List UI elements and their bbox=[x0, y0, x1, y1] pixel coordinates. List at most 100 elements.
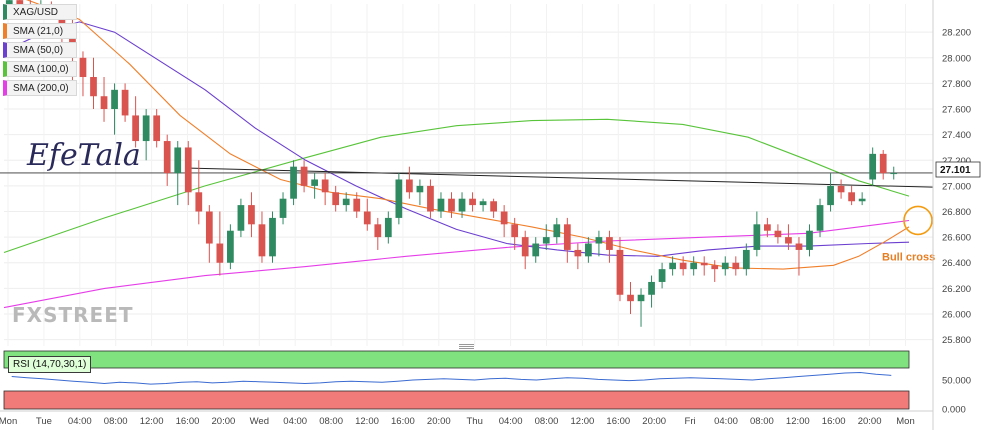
candle-body bbox=[290, 166, 297, 199]
candle-body bbox=[395, 179, 403, 218]
candle-body bbox=[79, 57, 87, 78]
candle-body bbox=[142, 115, 150, 142]
x-tick-label: 20:00 bbox=[427, 416, 451, 427]
legend-sma50[interactable]: SMA (50,0) bbox=[3, 42, 77, 58]
candle-body bbox=[511, 224, 519, 238]
time-axis: Mon Tue 04:00 08:00 12:00 16:00 20:00 Wed 04:00 0… bbox=[0, 410, 933, 427]
candle-body bbox=[606, 237, 613, 250]
sma200-line bbox=[3, 219, 910, 309]
bull-cross-circle bbox=[903, 205, 933, 236]
candle-body bbox=[300, 166, 308, 186]
y-tick-label: 28.200 bbox=[942, 28, 971, 39]
candle-body bbox=[163, 141, 171, 174]
candle-body bbox=[479, 201, 487, 206]
candle-body bbox=[184, 147, 192, 193]
x-tick-label: 20:00 bbox=[858, 416, 882, 427]
candlestick-series bbox=[5, 0, 898, 327]
candle-body bbox=[742, 249, 750, 270]
candle-body bbox=[469, 198, 476, 206]
candle-body bbox=[879, 153, 887, 174]
candle-body bbox=[100, 96, 108, 110]
x-tick-label: 16:00 bbox=[391, 416, 415, 427]
y-tick-label: 27.400 bbox=[942, 130, 971, 141]
candle-body bbox=[58, 9, 66, 33]
y-tick-label: 26.400 bbox=[942, 258, 971, 269]
y-tick-label: 25.800 bbox=[942, 335, 971, 346]
candle-body bbox=[637, 294, 645, 302]
candle-body bbox=[121, 89, 129, 116]
y-tick-label: 26.600 bbox=[942, 233, 971, 244]
candle-body bbox=[574, 249, 582, 257]
watermark-logo-efetala: EfeTala bbox=[27, 138, 141, 173]
candle-body bbox=[669, 262, 676, 270]
candle-body bbox=[384, 217, 392, 238]
candle-body bbox=[448, 198, 455, 212]
bull-cross-label: Bull cross bbox=[882, 251, 935, 263]
candle-body bbox=[458, 198, 466, 212]
candle-body bbox=[311, 179, 318, 186]
candle-body bbox=[563, 224, 571, 250]
x-tick-label: 20:00 bbox=[642, 416, 666, 427]
legend-sma200[interactable]: SMA (200,0) bbox=[3, 80, 77, 96]
x-tick-label: 04:00 bbox=[714, 416, 738, 427]
x-tick-label: 04:00 bbox=[68, 416, 92, 427]
x-tick-label: 08:00 bbox=[535, 416, 559, 427]
legend-sma100[interactable]: SMA (100,0) bbox=[3, 61, 77, 77]
indicator-legend: XAG/USD SMA (21,0) SMA (50,0) SMA (100,0… bbox=[3, 4, 77, 99]
x-tick-label: 20:00 bbox=[212, 416, 236, 427]
candle-body bbox=[406, 179, 413, 193]
candle-body bbox=[437, 198, 445, 212]
legend-symbol[interactable]: XAG/USD bbox=[3, 4, 77, 20]
y-tick-label: 27.200 bbox=[942, 156, 971, 167]
candle-body bbox=[732, 262, 740, 270]
x-tick-label: 12:00 bbox=[786, 416, 810, 427]
y-tick-label: 26.800 bbox=[942, 207, 971, 218]
x-tick-label: 08:00 bbox=[104, 416, 128, 427]
y-tick-label: 26.200 bbox=[942, 284, 971, 295]
candle-body bbox=[416, 185, 424, 193]
candle-body bbox=[585, 243, 592, 257]
y-tick-label: 26.000 bbox=[942, 309, 971, 320]
annotation-group: Bull cross bbox=[882, 205, 935, 263]
candle-body bbox=[227, 230, 234, 263]
x-tick-label: 08:00 bbox=[319, 416, 343, 427]
x-tick-label: 08:00 bbox=[750, 416, 774, 427]
candle-body bbox=[216, 243, 224, 263]
candle-body bbox=[785, 237, 792, 244]
x-tick-label: Mon bbox=[896, 416, 914, 427]
candle-body bbox=[132, 115, 139, 142]
legend-sma21[interactable]: SMA (21,0) bbox=[3, 23, 77, 39]
x-tick-label: 12:00 bbox=[571, 416, 595, 427]
candle-body bbox=[848, 192, 855, 202]
rsi-label[interactable]: RSI (14,70,30,1) bbox=[8, 356, 92, 373]
moving-average-lines bbox=[3, 0, 910, 309]
pane-resize-handle[interactable] bbox=[459, 344, 474, 350]
gridlines bbox=[4, 4, 933, 346]
candle-body bbox=[237, 205, 245, 231]
x-tick-label: 16:00 bbox=[606, 416, 630, 427]
candle-body bbox=[153, 115, 161, 142]
y-tick-label: 27.600 bbox=[942, 105, 971, 116]
candle-body bbox=[374, 224, 382, 238]
x-tick-label: Mon bbox=[0, 416, 17, 427]
price-axis: 28.200 28.000 27.800 27.600 27.400 27.200 27.0… bbox=[932, 0, 971, 430]
x-tick-label: Thu bbox=[467, 416, 483, 427]
candle-body bbox=[342, 198, 350, 206]
y-tick-label: 27.000 bbox=[942, 181, 971, 192]
candle-body bbox=[806, 230, 813, 250]
candle-body bbox=[205, 211, 213, 244]
sma50-line bbox=[3, 21, 910, 257]
rsi-line bbox=[11, 371, 892, 385]
x-tick-label: Tue bbox=[36, 416, 52, 427]
candle-body bbox=[700, 262, 708, 266]
candle-body bbox=[553, 224, 561, 238]
x-tick-label: 04:00 bbox=[499, 416, 523, 427]
candle-body bbox=[363, 211, 371, 225]
x-tick-label: 16:00 bbox=[176, 416, 200, 427]
candle-body bbox=[890, 173, 898, 175]
candle-body bbox=[816, 205, 824, 231]
rsi-oversold-zone bbox=[3, 390, 910, 410]
candle-body bbox=[111, 89, 118, 110]
candle-body bbox=[616, 249, 624, 295]
x-tick-label: 16:00 bbox=[822, 416, 846, 427]
